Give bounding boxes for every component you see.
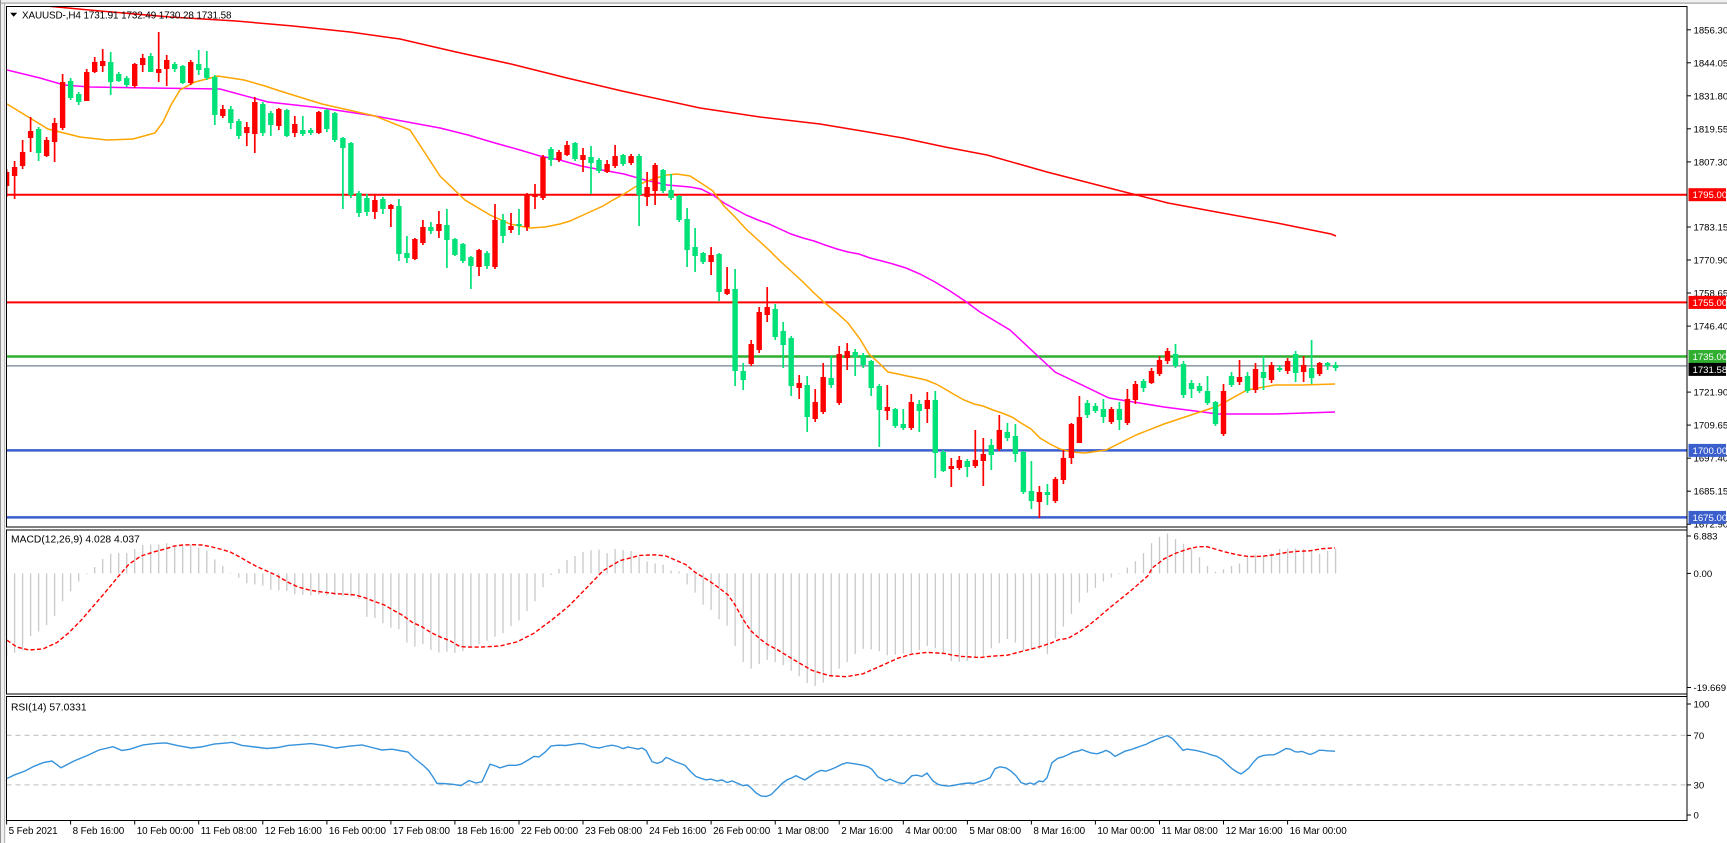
svg-text:RSI(14) 57.0331: RSI(14) 57.0331 [11,703,87,714]
svg-text:5 Mar 08:00: 5 Mar 08:00 [969,826,1021,837]
svg-text:1721.90: 1721.90 [1694,388,1727,399]
svg-text:1675.00: 1675.00 [1693,513,1727,524]
svg-text:8 Feb 16:00: 8 Feb 16:00 [73,826,125,837]
svg-text:1709.65: 1709.65 [1694,421,1727,432]
svg-text:12 Mar 16:00: 12 Mar 16:00 [1226,826,1284,837]
svg-text:10 Feb 00:00: 10 Feb 00:00 [137,826,195,837]
svg-text:XAUUSD-,H4 1731.91 1732.49 17: XAUUSD-,H4 1731.91 1732.49 1730.28 1731.… [22,11,232,22]
svg-text:22 Feb 00:00: 22 Feb 00:00 [521,826,579,837]
svg-text:30: 30 [1694,780,1705,791]
svg-text:1807.30: 1807.30 [1694,157,1727,168]
svg-text:24 Feb 16:00: 24 Feb 16:00 [649,826,707,837]
svg-text:23 Feb 08:00: 23 Feb 08:00 [585,826,643,837]
svg-text:-19.669: -19.669 [1694,683,1727,694]
svg-text:1731.58: 1731.58 [1693,365,1727,376]
svg-text:1697.40: 1697.40 [1694,454,1727,465]
svg-text:100: 100 [1694,700,1710,711]
svg-text:1783.15: 1783.15 [1694,223,1727,234]
svg-text:1700.00: 1700.00 [1693,446,1727,457]
svg-text:70: 70 [1694,731,1705,742]
svg-text:1755.00: 1755.00 [1693,298,1727,309]
svg-text:10 Mar 00:00: 10 Mar 00:00 [1097,826,1155,837]
svg-text:1844.05: 1844.05 [1694,58,1727,69]
svg-text:16 Mar 00:00: 16 Mar 00:00 [1290,826,1348,837]
svg-text:1856.30: 1856.30 [1694,25,1727,36]
svg-text:1795.00: 1795.00 [1693,190,1727,201]
svg-text:11 Feb 08:00: 11 Feb 08:00 [201,826,258,837]
svg-text:4 Mar 00:00: 4 Mar 00:00 [905,826,957,837]
svg-text:26 Feb 00:00: 26 Feb 00:00 [713,826,771,837]
svg-text:1770.90: 1770.90 [1694,256,1727,267]
svg-text:1746.40: 1746.40 [1694,322,1727,333]
svg-text:18 Feb 16:00: 18 Feb 16:00 [457,826,515,837]
svg-text:0.00: 0.00 [1694,569,1713,580]
svg-text:1831.80: 1831.80 [1694,91,1727,102]
svg-text:5 Feb 2021: 5 Feb 2021 [9,826,59,837]
svg-text:8 Mar 16:00: 8 Mar 16:00 [1033,826,1085,837]
svg-text:1 Mar 08:00: 1 Mar 08:00 [777,826,829,837]
svg-text:1819.55: 1819.55 [1694,124,1727,135]
svg-text:2 Mar 16:00: 2 Mar 16:00 [841,826,893,837]
svg-text:6.883: 6.883 [1694,532,1718,543]
svg-text:1672.90: 1672.90 [1694,520,1727,531]
svg-text:1685.15: 1685.15 [1694,487,1727,498]
svg-text:16 Feb 00:00: 16 Feb 00:00 [329,826,387,837]
svg-text:MACD(12,26,9) 4.028 4.037: MACD(12,26,9) 4.028 4.037 [11,535,140,546]
svg-text:1758.65: 1758.65 [1694,289,1727,300]
svg-text:0: 0 [1694,811,1699,822]
svg-text:17 Feb 08:00: 17 Feb 08:00 [393,826,451,837]
svg-text:1735.00: 1735.00 [1693,352,1727,363]
svg-text:11 Mar 08:00: 11 Mar 08:00 [1162,826,1219,837]
svg-text:12 Feb 16:00: 12 Feb 16:00 [265,826,323,837]
